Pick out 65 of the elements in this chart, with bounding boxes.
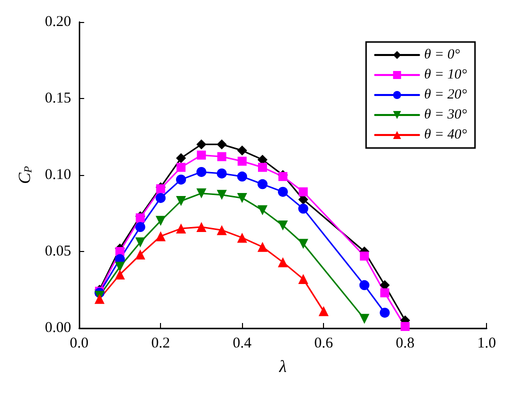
point [216,190,227,200]
point [238,156,247,166]
point [216,139,227,150]
legend-label: θ = 0° [424,48,460,62]
point [258,179,268,190]
point [298,204,308,214]
y-tick-label: 0.05 [44,244,72,260]
point [278,220,288,230]
point [135,222,146,232]
point [237,232,248,243]
point [298,187,308,196]
point [237,192,248,203]
point [258,242,268,252]
point [216,225,227,236]
x-axis-title: λ [278,357,287,376]
point [237,172,248,182]
x-tick-label: 1.0 [477,336,496,352]
legend-label: θ = 30° [424,108,468,122]
x-tick-label: 0.2 [151,336,170,352]
point [258,205,268,216]
point [360,252,369,261]
point [176,224,186,234]
point [94,294,105,304]
point [176,153,186,164]
x-tick-label: 0.8 [396,336,415,352]
x-tick-label: 0.6 [314,336,334,352]
point [216,168,227,178]
point [217,152,226,162]
point [380,308,390,318]
y-tick-label: 0.00 [44,320,72,336]
legend-label: θ = 20° [424,88,468,102]
point [196,150,206,160]
point [176,174,186,185]
point [196,188,206,198]
point [156,216,166,226]
point [196,166,206,177]
y-tick-label: 0.20 [44,14,72,30]
point [196,139,206,150]
y-tick-label: 0.15 [44,90,72,106]
point [298,238,308,249]
point [258,162,268,172]
y-axis-title: CP [15,166,34,184]
point [359,280,370,290]
point [380,288,390,298]
point [135,237,146,248]
point [176,162,186,172]
point [114,262,125,272]
point [318,306,329,316]
legend-label: θ = 10° [424,68,468,82]
point [156,231,166,242]
point [156,192,166,203]
point [135,250,146,260]
point [278,186,288,197]
x-tick-label: 0.4 [232,336,252,352]
x-tick-label: 0.0 [70,336,89,352]
y-tick-label: 0.10 [44,167,72,183]
legend-label: θ = 40° [424,128,468,142]
point [298,274,308,284]
point [176,196,186,206]
point [400,322,410,331]
point [359,314,370,324]
point [196,222,206,232]
point [114,269,125,280]
point [237,146,248,156]
point [278,257,288,268]
